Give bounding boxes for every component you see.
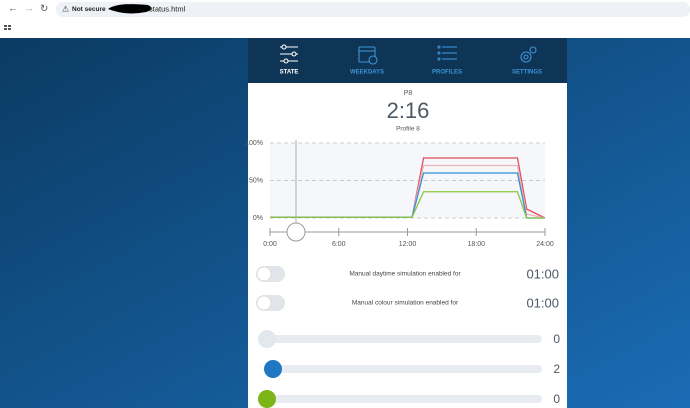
nav-tab[interactable]: WEEKDAYS bbox=[350, 70, 384, 76]
x-tick-label: 24:00 bbox=[536, 241, 554, 248]
redaction bbox=[108, 4, 152, 14]
x-tick-label: 18:00 bbox=[467, 241, 485, 248]
security-label: Not secure bbox=[72, 6, 106, 13]
warning-icon: ⚠ bbox=[62, 5, 69, 14]
toggle-knob bbox=[256, 295, 272, 311]
toggle-label: Manual colour simulation enabled for bbox=[352, 300, 459, 307]
slider-handle[interactable] bbox=[258, 390, 276, 408]
url: status.html bbox=[149, 4, 186, 13]
slider-handle[interactable] bbox=[258, 330, 276, 348]
slider-value: 0 bbox=[553, 392, 560, 406]
profiles-icon bbox=[437, 45, 457, 61]
slider-track[interactable] bbox=[268, 365, 542, 373]
forward-button[interactable]: → bbox=[24, 4, 34, 15]
profile-name: Profile 8 bbox=[396, 126, 420, 133]
toggle-duration: 01:00 bbox=[526, 295, 559, 310]
slider-track[interactable] bbox=[268, 335, 542, 343]
weekdays-icon bbox=[358, 46, 378, 65]
toggle-duration: 01:00 bbox=[526, 266, 559, 281]
back-button[interactable]: ← bbox=[8, 4, 18, 15]
toggle-label: Manual daytime simulation enabled for bbox=[349, 271, 461, 278]
current-time: 2:16 bbox=[387, 98, 430, 123]
timeline-handle[interactable] bbox=[286, 222, 306, 242]
y-tick-label: 50% bbox=[249, 177, 263, 184]
address-bar[interactable] bbox=[56, 2, 690, 17]
toggle-knob bbox=[256, 266, 272, 282]
apps-icon[interactable] bbox=[4, 25, 11, 30]
series-line bbox=[270, 191, 545, 219]
settings-icon bbox=[520, 46, 537, 63]
slider-value: 2 bbox=[553, 362, 560, 376]
y-tick-label: 0% bbox=[253, 215, 263, 222]
slider-handle[interactable] bbox=[264, 360, 282, 378]
y-tick-label: 100% bbox=[245, 140, 263, 147]
x-tick-label: 12:00 bbox=[399, 241, 417, 248]
nav-tab[interactable]: STATE bbox=[280, 70, 299, 76]
x-tick-label: 6:00 bbox=[332, 241, 346, 248]
nav-tab[interactable]: SETTINGS bbox=[512, 70, 542, 76]
panel bbox=[248, 83, 567, 408]
slider-value: 0 bbox=[553, 332, 560, 346]
x-tick-label: 0:00 bbox=[263, 241, 277, 248]
nav-tab[interactable]: PROFILES bbox=[432, 70, 462, 76]
slider-track[interactable] bbox=[268, 395, 542, 403]
profile-code: P8 bbox=[404, 90, 413, 97]
state-icon bbox=[280, 44, 298, 64]
reload-button[interactable]: ↻ bbox=[40, 4, 48, 15]
nav-bar bbox=[248, 38, 567, 83]
